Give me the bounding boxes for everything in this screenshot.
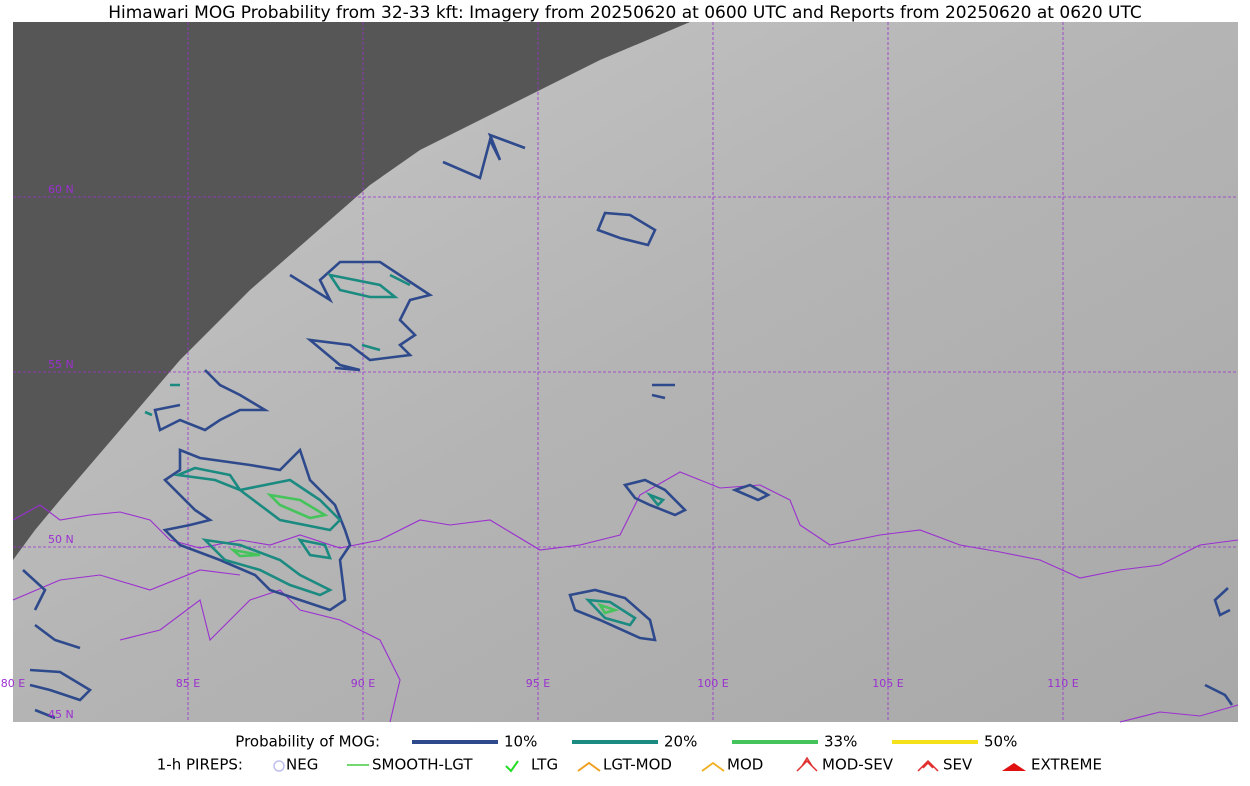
pirep-label: LGT-MOD [603, 756, 672, 774]
legend-label: 50% [984, 733, 1017, 751]
pirep-icon [701, 761, 725, 772]
legend: Probability of MOG: 1-h PIREPS: 10% 20% 33… [157, 733, 1102, 774]
space-region [13, 22, 690, 560]
pirep-icon [917, 759, 939, 772]
pirep-label: MOD-SEV [822, 756, 894, 774]
mog-contours-33 [228, 493, 620, 615]
lon-label: 80 E [1, 677, 25, 690]
grid [13, 22, 1238, 722]
pirep-icon [577, 761, 601, 772]
lon-label: 90 E [351, 677, 375, 690]
lon-label: 100 E [697, 677, 728, 690]
lon-label: 85 E [176, 677, 200, 690]
lon-label: 95 E [526, 677, 550, 690]
pirep-icon [796, 756, 818, 772]
pirep-label: MOD [727, 756, 763, 774]
pirep-label: SMOOTH-LGT [372, 756, 473, 774]
legend-title: Probability of MOG: [235, 733, 380, 751]
lon-label: 110 E [1047, 677, 1078, 690]
legend-label: 10% [504, 733, 537, 751]
longitude-labels: 80 E 85 E 90 E 95 E 100 E 105 E 110 E [1, 677, 1079, 690]
lat-label: 55 N [48, 358, 74, 371]
pirep-icon [273, 760, 285, 772]
pirep-label: NEG [286, 756, 318, 774]
pirep-label: LTG [531, 756, 558, 774]
lon-label: 105 E [872, 677, 903, 690]
legend-label: 33% [824, 733, 857, 751]
pirep-label: SEV [943, 756, 973, 774]
pirep-icon [505, 760, 519, 773]
pirep-icon [1002, 763, 1026, 771]
mog-contours-20 [144, 273, 666, 627]
latitude-labels: 60 N 55 N 50 N 45 N [48, 183, 74, 721]
coastlines [12, 471, 1239, 723]
lat-label: 60 N [48, 183, 74, 196]
lat-label: 45 N [48, 708, 74, 721]
pirep-label: EXTREME [1031, 756, 1102, 774]
lat-label: 50 N [48, 533, 74, 546]
mog-contours [22, 132, 1234, 720]
title: Himawari MOG Probability from 32-33 kft:… [108, 3, 1142, 23]
pireps-title: 1-h PIREPS: [157, 756, 243, 774]
legend-label: 20% [664, 733, 697, 751]
map: 60 N 55 N 50 N 45 N 80 E 85 E 90 E 95 E 100 E 10… [1, 22, 1239, 723]
